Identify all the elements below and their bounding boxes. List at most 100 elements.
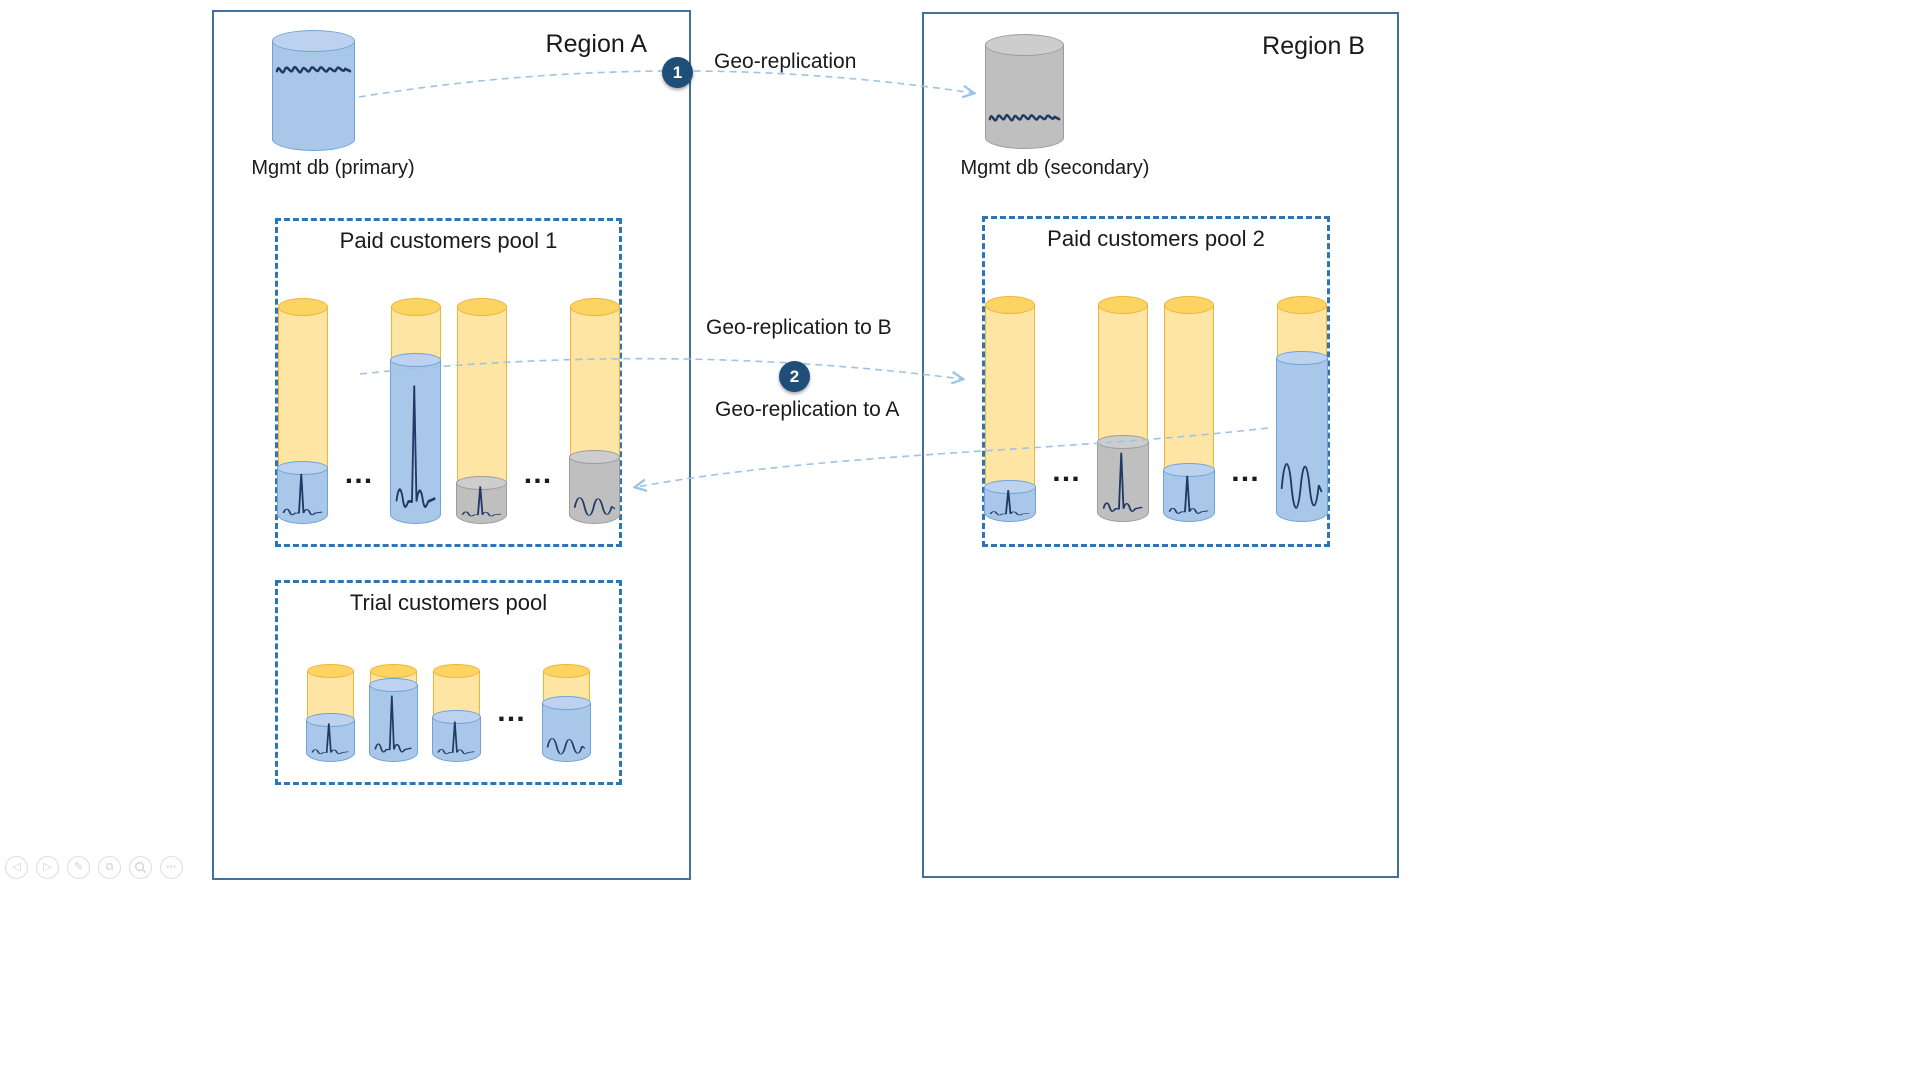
copy-button[interactable]: ⧉ [98,856,121,879]
pool-title: Trial customers pool [349,590,548,615]
cylinder-fill [542,695,591,762]
database-cylinder [542,664,591,762]
cylinder-top [985,34,1064,56]
cylinder-fill [432,710,481,762]
mgmt-db-secondary-cylinder [985,34,1064,149]
cylinder-body [272,41,355,151]
database-cylinder [1276,296,1328,522]
cylinder-top [1098,296,1148,314]
pen-icon: ✎ [73,861,84,873]
ellipsis-dots: … [1051,455,1082,488]
region-a-label: Region A [545,30,647,58]
next-button[interactable]: ▷ [36,856,59,879]
usage-sparkline-icon [437,721,476,755]
cylinder-top [1164,296,1214,314]
usage-sparkline-icon [1169,475,1209,514]
previous-icon: ◁ [12,861,21,873]
more-icon: ••• [166,864,177,871]
usage-sparkline-icon [395,385,436,508]
next-icon: ▷ [43,861,52,873]
cylinder-body [389,307,442,524]
cylinder-top [370,664,417,678]
ellipsis-dots: … [522,457,554,490]
replication-wave-icon [988,114,1061,122]
database-cylinder [432,664,481,762]
usage-sparkline-icon [282,474,323,516]
cylinder-top [543,664,590,678]
cylinder-body [568,307,621,524]
pool-title: Paid customers pool 1 [339,228,558,253]
cylinder-fill [1097,435,1149,522]
database-cylinder [276,298,329,524]
usage-sparkline-icon [461,486,502,517]
magnifier-icon [135,862,147,874]
more-button[interactable]: ••• [160,856,183,879]
usage-sparkline-icon [311,723,350,755]
cylinder-top [390,298,441,316]
copy-icon: ⧉ [105,861,114,873]
cylinder-fill [1276,351,1328,522]
cylinder-fill [389,353,442,524]
cylinder-top [1277,296,1327,314]
cylinder-fill [568,449,621,524]
cylinder-top [569,298,620,316]
paid-customers-pool-1-box: Paid customers pool 1 …… [275,218,622,547]
cylinder-fill [369,678,418,762]
viewer-toolbar: ◁ ▷ ✎ ⧉ ••• [5,856,183,879]
pool-databases: … [280,664,617,762]
usage-sparkline-icon [573,497,616,516]
cylinder-body [984,305,1036,522]
pool-databases: …… [984,296,1328,522]
database-cylinder [984,296,1036,522]
cylinder-top [272,30,355,52]
region-b-label: Region B [1262,32,1365,60]
cylinder-fill [455,475,508,524]
usage-sparkline-icon [1103,452,1143,512]
cylinder-body [1163,305,1215,522]
geo-replication-label: Geo-replication [714,50,857,73]
replication-wave-icon [275,66,352,74]
database-cylinder [369,664,418,762]
cylinder-body [276,307,329,524]
mgmt-db-primary-cylinder [272,30,355,151]
cylinder-top [307,664,354,678]
ellipsis-dots: … [1230,455,1261,488]
pool-databases: …… [276,298,621,524]
trial-customers-pool-box: Trial customers pool … [275,580,622,785]
zoom-button[interactable] [129,856,152,879]
cylinder-body [542,671,591,762]
paid-customers-pool-2-box: Paid customers pool 2 …… [982,216,1330,547]
step-2-badge: 2 [779,361,810,392]
cylinder-fill [984,480,1036,522]
cylinder-top [277,298,328,316]
usage-sparkline-icon [990,490,1030,516]
cylinder-body [369,671,418,762]
annotate-button[interactable]: ✎ [67,856,90,879]
cylinder-body [455,307,508,524]
database-cylinder [568,298,621,524]
cylinder-top [456,298,507,316]
ellipsis-dots: … [343,457,375,490]
cylinder-top [985,296,1035,314]
cylinder-body [306,671,355,762]
previous-button[interactable]: ◁ [5,856,28,879]
usage-sparkline-icon [1281,462,1323,509]
step-1-badge: 1 [662,57,693,88]
usage-sparkline-icon [374,695,413,753]
pool-title: Paid customers pool 2 [1047,226,1265,251]
cylinder-body [1276,305,1328,522]
mgmt-db-primary-label: Mgmt db (primary) [251,157,415,179]
cylinder-body [985,45,1064,149]
database-cylinder [306,664,355,762]
database-cylinder [1097,296,1149,522]
database-cylinder [455,298,508,524]
cylinder-top [433,664,480,678]
cylinder-body [432,671,481,762]
mgmt-db-secondary-label: Mgmt db (secondary) [960,157,1150,179]
ellipsis-dots: … [496,695,527,728]
usage-sparkline-icon [547,738,586,755]
cylinder-fill [1163,463,1215,522]
cylinder-body [1097,305,1149,522]
cylinder-fill [276,460,329,524]
